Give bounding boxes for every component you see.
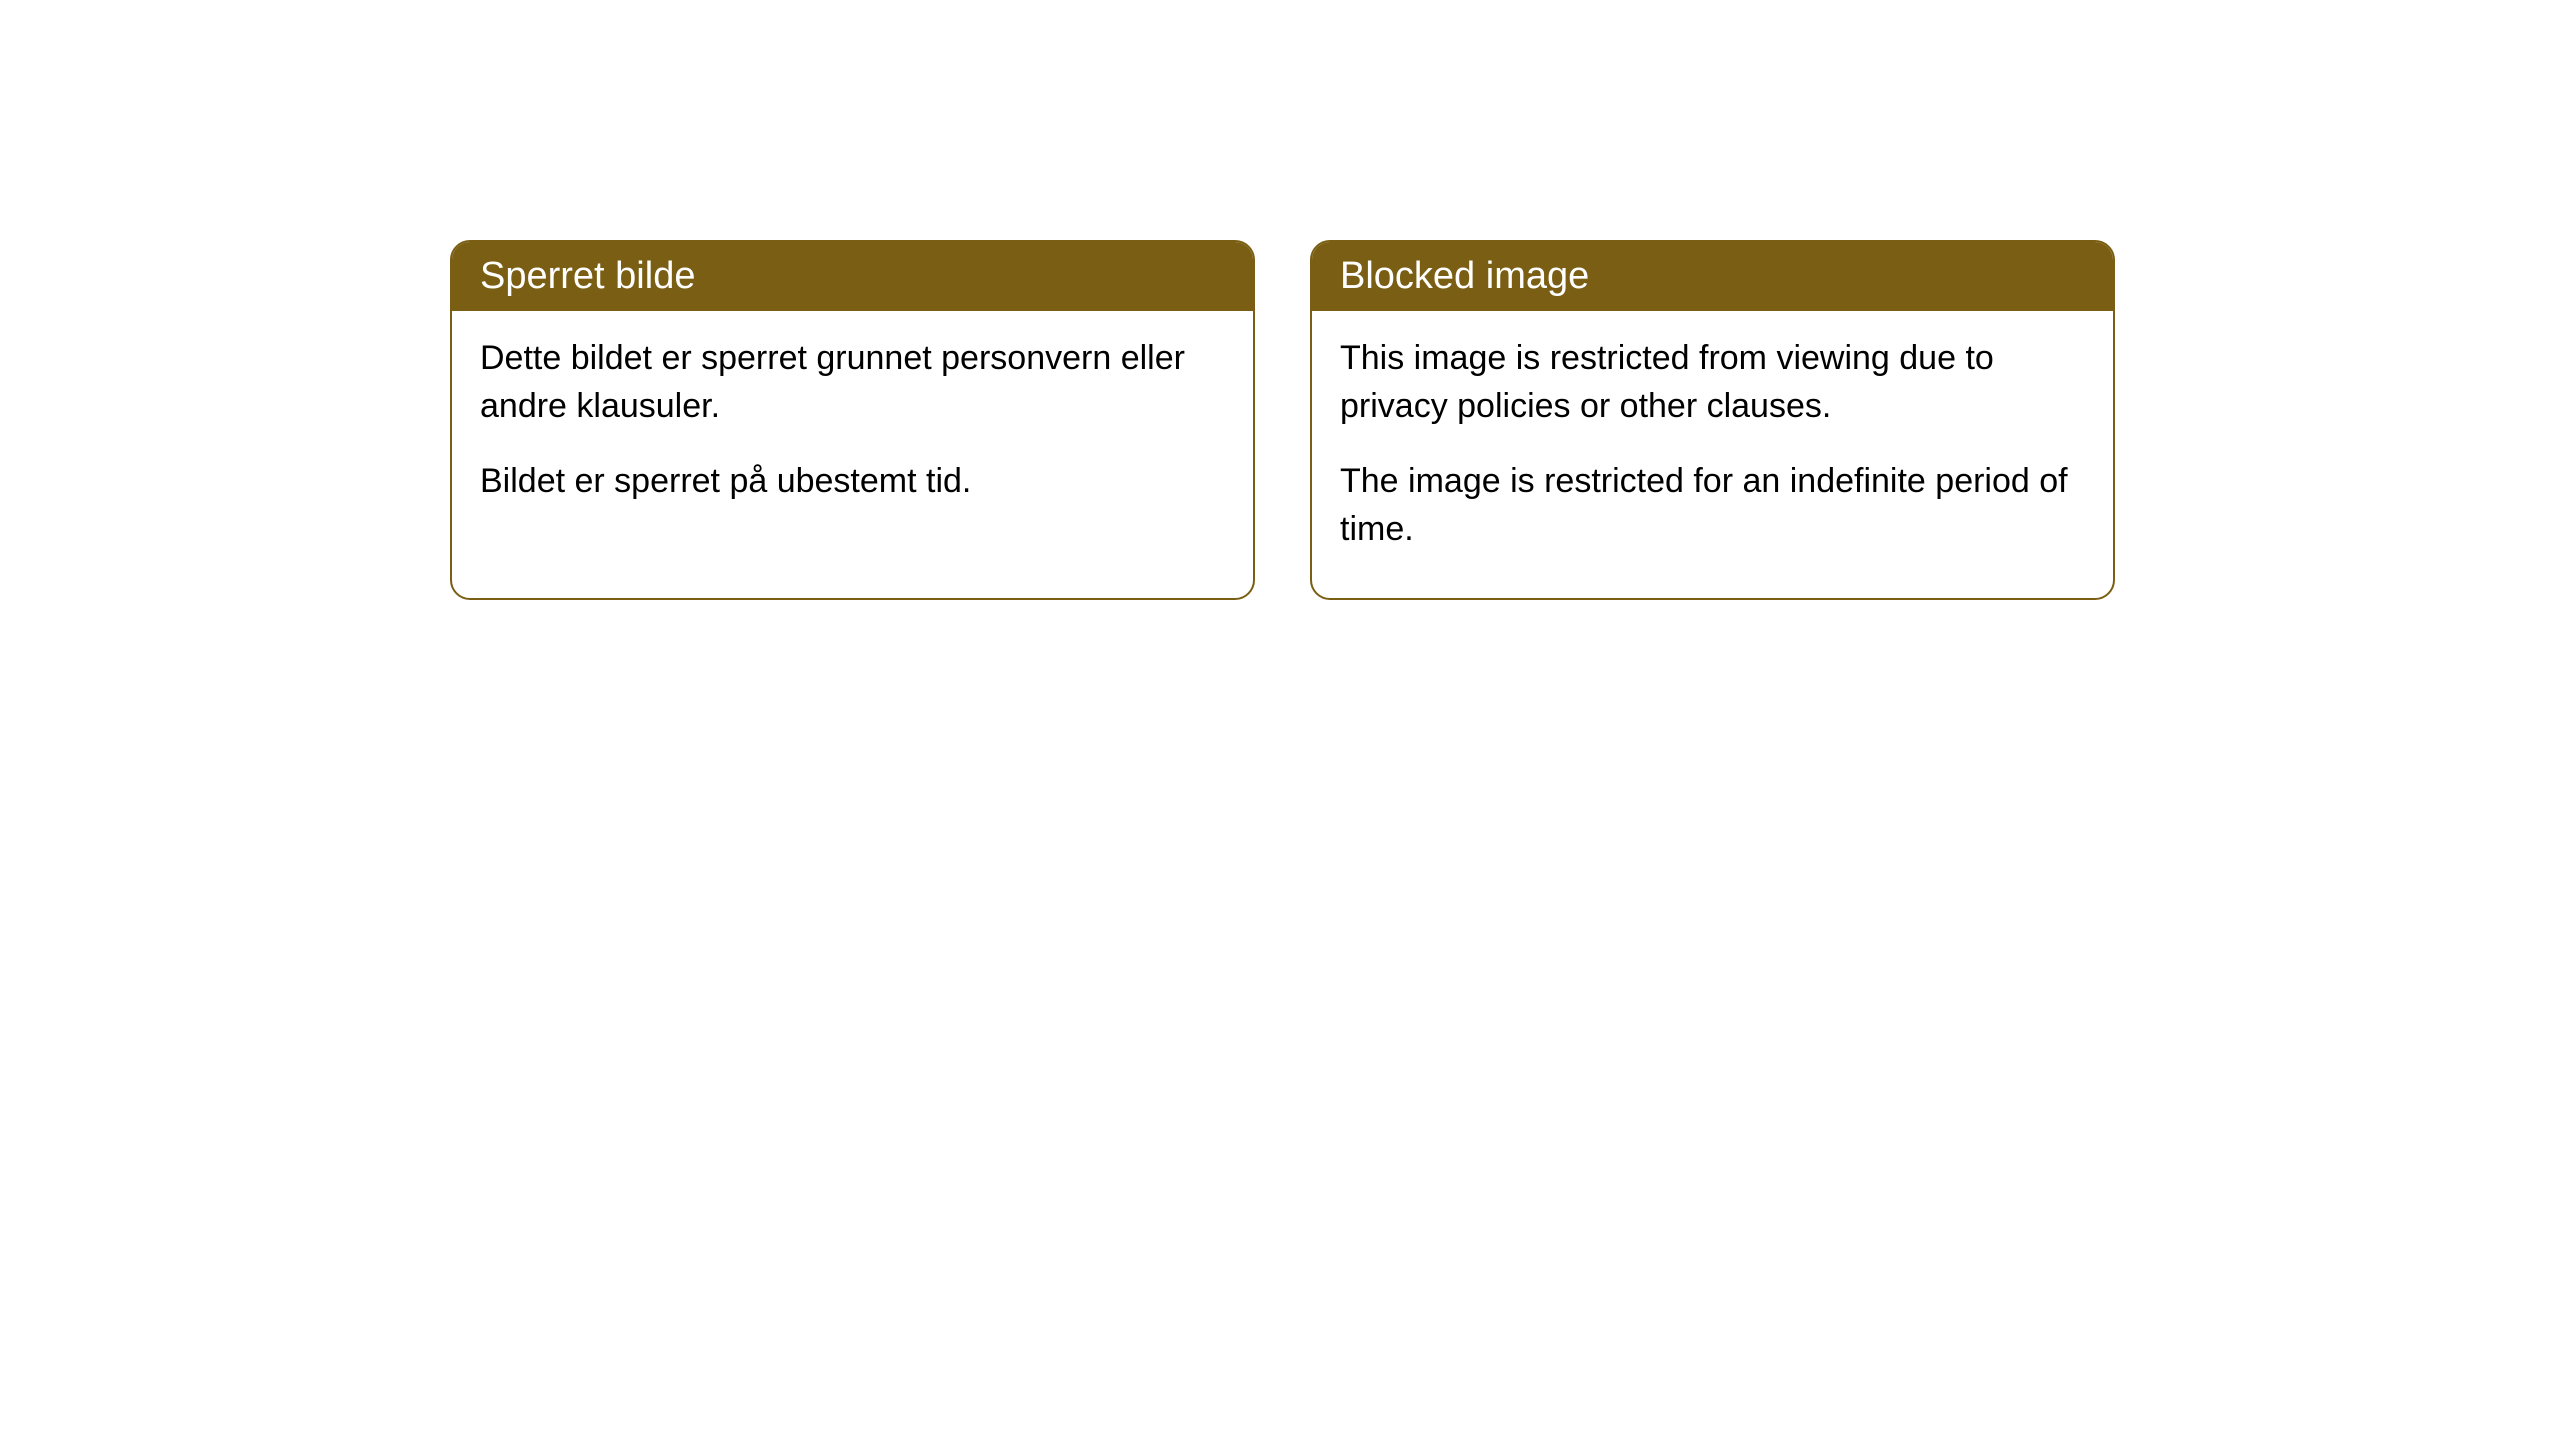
card-english: Blocked image This image is restricted f… [1310,240,2115,600]
card-norwegian: Sperret bilde Dette bildet er sperret gr… [450,240,1255,600]
card-body-english: This image is restricted from viewing du… [1312,311,2113,598]
card-body-norwegian: Dette bildet er sperret grunnet personve… [452,311,1253,551]
card-header-norwegian: Sperret bilde [452,242,1253,311]
card-paragraph-1-english: This image is restricted from viewing du… [1340,335,2085,430]
cards-container: Sperret bilde Dette bildet er sperret gr… [450,240,2560,600]
card-paragraph-1-norwegian: Dette bildet er sperret grunnet personve… [480,335,1225,430]
card-paragraph-2-norwegian: Bildet er sperret på ubestemt tid. [480,458,1225,506]
card-paragraph-2-english: The image is restricted for an indefinit… [1340,458,2085,553]
card-header-english: Blocked image [1312,242,2113,311]
